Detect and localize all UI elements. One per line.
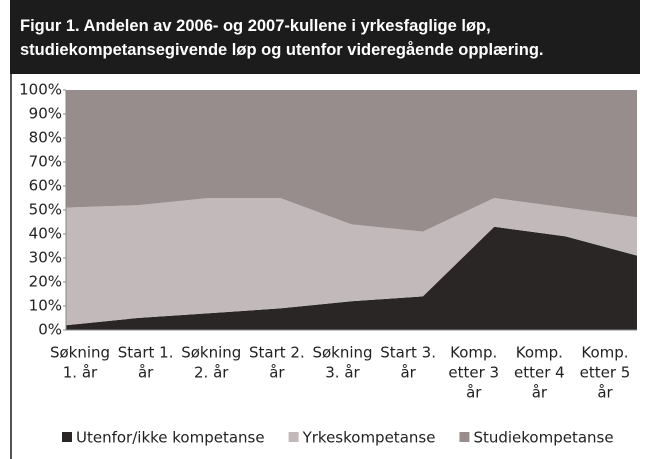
x-tick-label: år	[400, 364, 416, 382]
y-tick-label: 100%	[19, 81, 62, 99]
y-tick-label: 20%	[29, 273, 62, 291]
x-tick-label: Start 2.	[249, 344, 305, 362]
x-tick-label: 1. år	[63, 364, 98, 382]
x-tick-label: Start 1.	[118, 344, 174, 362]
legend-swatch	[288, 432, 299, 442]
x-tick-label: Søkning	[50, 344, 110, 362]
x-tick-label: Komp.	[516, 344, 563, 362]
legend-swatch	[459, 432, 470, 442]
area	[66, 90, 637, 232]
x-tick-label: år	[532, 384, 548, 402]
x-tick-label: 2. år	[194, 364, 229, 382]
y-tick-label: 50%	[29, 201, 62, 219]
y-tick-label: 10%	[29, 297, 62, 315]
x-tick-label: år	[466, 384, 482, 402]
x-tick-label: etter 5	[580, 364, 631, 382]
y-tick-label: 0%	[38, 321, 62, 339]
y-tick-label: 60%	[29, 177, 62, 195]
y-tick-label: 30%	[29, 249, 62, 267]
x-tick-label: Komp.	[450, 344, 497, 362]
y-tick-label: 70%	[29, 153, 62, 171]
chart-title: Figur 1. Andelen av 2006- og 2007-kullen…	[10, 0, 640, 74]
x-tick-label: Komp.	[581, 344, 628, 362]
y-tick-label: 40%	[29, 225, 62, 243]
x-tick-label: Søkning	[181, 344, 241, 362]
x-tick-label: etter 4	[514, 364, 565, 382]
area	[66, 198, 637, 326]
frame	[10, 74, 12, 459]
y-tick-label: 80%	[29, 129, 62, 147]
area	[66, 226, 637, 330]
x-tick-label: etter 3	[448, 364, 499, 382]
x-tick-label: år	[269, 364, 285, 382]
legend-label: Yrkeskompetanse	[302, 429, 436, 447]
y-tick-label: 90%	[29, 105, 62, 123]
x-tick-label: Start 3.	[380, 344, 436, 362]
legend-swatch	[62, 432, 72, 442]
legend-label: Utenfor/ikke kompetanse	[76, 429, 265, 447]
x-tick-label: år	[138, 364, 154, 382]
x-tick-label: 3. år	[325, 364, 360, 382]
x-tick-label: år	[597, 384, 613, 402]
legend-label: Studiekompetanse	[473, 429, 613, 447]
x-tick-label: Søkning	[312, 344, 372, 362]
